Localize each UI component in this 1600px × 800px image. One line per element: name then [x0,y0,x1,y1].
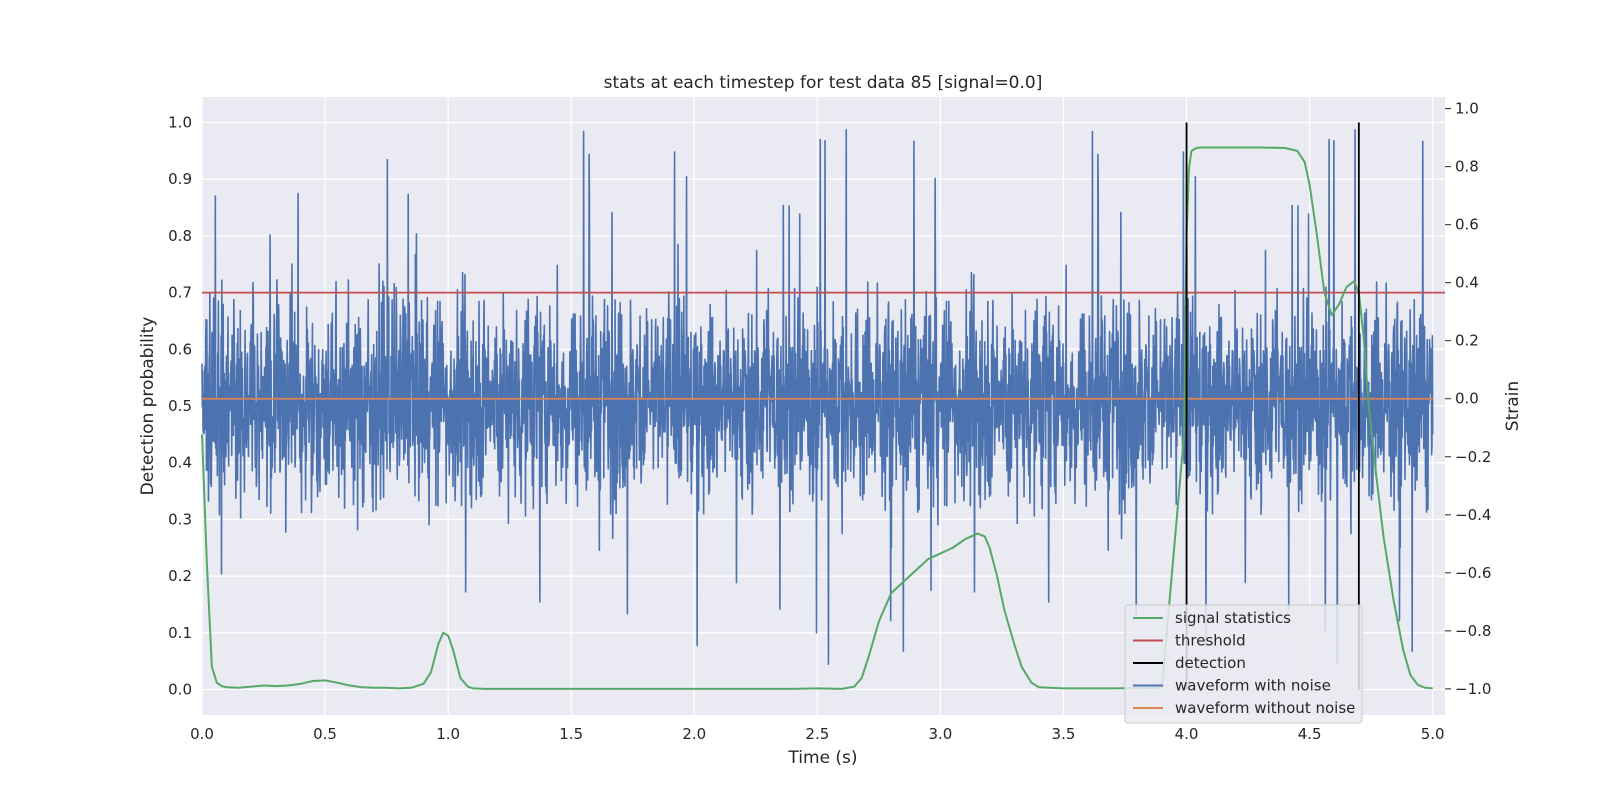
x-tick-label: 0.5 [313,725,337,743]
y-right-tick-label: −0.2 [1455,448,1491,466]
y-right-tick-label: −0.8 [1455,622,1491,640]
legend-label: detection [1175,654,1246,672]
y-right-tick-label: 0.4 [1455,274,1479,292]
y-left-tick-label: 0.5 [168,397,192,415]
legend-box [1124,604,1363,724]
y-right-axis-ticks: −1.0 −0.8 −0.6 −0.4 −0.2 0.0 0.2 0.4 0.6 0.8 1.0 [1445,100,1491,698]
legend-label: waveform without noise [1175,699,1355,717]
y-right-tick-label: 0.8 [1455,158,1479,176]
y-left-tick-label: 0.9 [168,170,192,188]
y-right-tick-label: 0.2 [1455,332,1479,350]
x-tick-label: 2.0 [682,725,706,743]
y-right-tick-label: −0.4 [1455,506,1491,524]
detection-lines [1185,122,1360,690]
x-tick-label: 5.0 [1421,725,1445,743]
y-left-axis-label: Detection probability [138,317,158,496]
y-left-tick-label: 0.8 [168,227,192,245]
x-tick-label: 2.5 [805,725,829,743]
y-right-axis-label: Strain [1503,381,1523,431]
x-tick-label: 3.5 [1052,725,1076,743]
x-tick-label: 1.0 [436,725,460,743]
legend-label: threshold [1175,632,1246,650]
y-left-tick-label: 0.6 [168,340,192,358]
x-axis-ticks: 0.0 0.5 1.0 1.5 2.0 2.5 3.0 3.5 4.0 4.5 5.0 [190,725,1445,743]
chart-title: stats at each timestep for test data 85 … [604,73,1043,93]
signal-statistics-path [201,146,1433,690]
y-left-tick-label: 0.7 [168,284,192,302]
legend-label: waveform with noise [1175,677,1331,695]
waveform-with-noise-line [201,129,1434,665]
y-right-tick-label: 1.0 [1455,100,1479,118]
y-left-tick-label: 0.4 [168,454,192,472]
x-tick-label: 3.0 [928,725,952,743]
y-right-tick-label: −1.0 [1455,680,1491,698]
x-tick-label: 0.0 [190,725,214,743]
x-axis-label: Time (s) [787,748,857,768]
x-tick-label: 4.0 [1175,725,1199,743]
y-right-tick-label: 0.6 [1455,216,1479,234]
y-left-tick-label: 0.1 [168,624,192,642]
y-left-tick-label: 1.0 [168,114,192,132]
x-tick-label: 1.5 [559,725,583,743]
x-tick-label: 4.5 [1298,725,1322,743]
signal-statistics-line [201,146,1433,690]
y-right-tick-label: 0.0 [1455,390,1479,408]
legend: signal statistics threshold detection wavef… [1124,604,1363,724]
y-right-tick-label: −0.6 [1455,564,1491,582]
y-left-tick-label: 0.2 [168,567,192,585]
legend-label: signal statistics [1175,609,1291,627]
y-left-tick-label: 0.3 [168,510,192,528]
y-left-axis-ticks: 0.0 0.1 0.2 0.3 0.4 0.5 0.6 0.7 0.8 0.9 1.0 [168,114,192,699]
y-left-tick-label: 0.0 [168,680,192,698]
waveform-with-noise-path [201,129,1434,665]
